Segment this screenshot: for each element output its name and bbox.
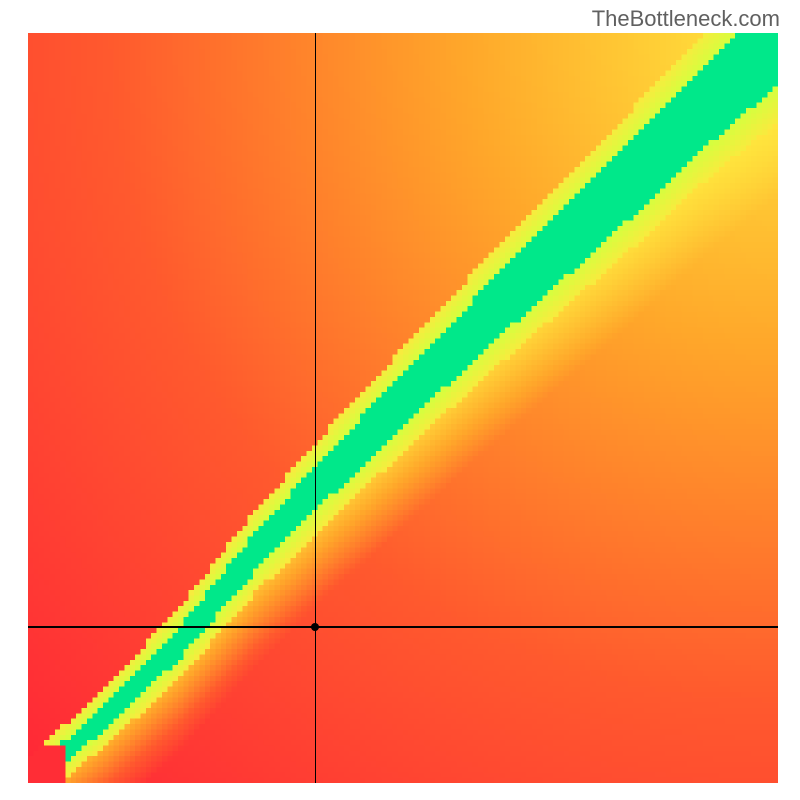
crosshair-horizontal [28, 626, 778, 627]
heatmap-canvas [28, 33, 778, 783]
crosshair-vertical [315, 33, 316, 783]
watermark-text: TheBottleneck.com [592, 6, 780, 32]
chart-container: TheBottleneck.com [0, 0, 800, 800]
crosshair-point [311, 623, 319, 631]
